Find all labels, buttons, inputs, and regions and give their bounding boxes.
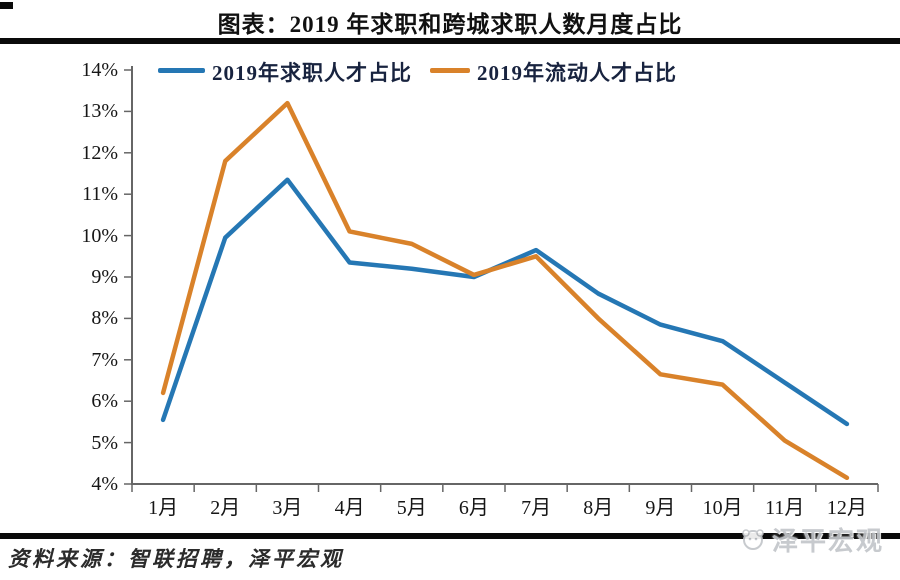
series-lines (160, 100, 850, 481)
top-divider-rule (0, 38, 900, 44)
x-axis-label: 1月 (148, 497, 179, 519)
watermark: 泽平宏观 (740, 522, 884, 556)
y-axis-label: 10% (81, 224, 118, 247)
x-axis-label: 8月 (583, 497, 614, 519)
chart-title: 图表：2019 年求职和跨城求职人数月度占比 (217, 12, 683, 37)
x-axis-label: 3月 (272, 497, 303, 519)
bottom-divider-rule (0, 533, 900, 539)
x-axis-label: 7月 (521, 497, 552, 519)
x-axis-label: 10月 (702, 497, 743, 519)
series-line-0 (160, 177, 850, 427)
y-axis-label: 5% (91, 431, 118, 454)
y-axis-label: 14% (81, 59, 118, 81)
y-axis-label: 11% (82, 183, 118, 206)
x-axis-label: 11月 (765, 497, 805, 519)
source-note: 资料来源：智联招聘，泽平宏观 (8, 547, 344, 571)
x-axis-label: 4月 (334, 497, 365, 519)
y-axis-label: 13% (81, 100, 118, 123)
x-axis-label: 12月 (826, 497, 867, 519)
y-axis-label: 8% (91, 307, 118, 330)
y-axis-label: 4% (91, 473, 118, 495)
watermark-face-logo-icon (742, 529, 764, 550)
y-axis-label: 12% (81, 141, 118, 164)
y-axis-label: 6% (91, 390, 118, 413)
x-axis-label: 5月 (396, 497, 427, 519)
axes (124, 66, 879, 492)
series-line-1 (160, 100, 850, 481)
x-axis-label: 6月 (458, 497, 489, 519)
watermark-text: 泽平宏观 (772, 526, 885, 556)
y-axis-label: 7% (91, 348, 118, 371)
corner-print-mark (0, 2, 13, 9)
x-axis-label: 2月 (210, 497, 241, 519)
y-axis-label: 9% (91, 266, 118, 288)
x-axis-label: 9月 (645, 497, 676, 519)
